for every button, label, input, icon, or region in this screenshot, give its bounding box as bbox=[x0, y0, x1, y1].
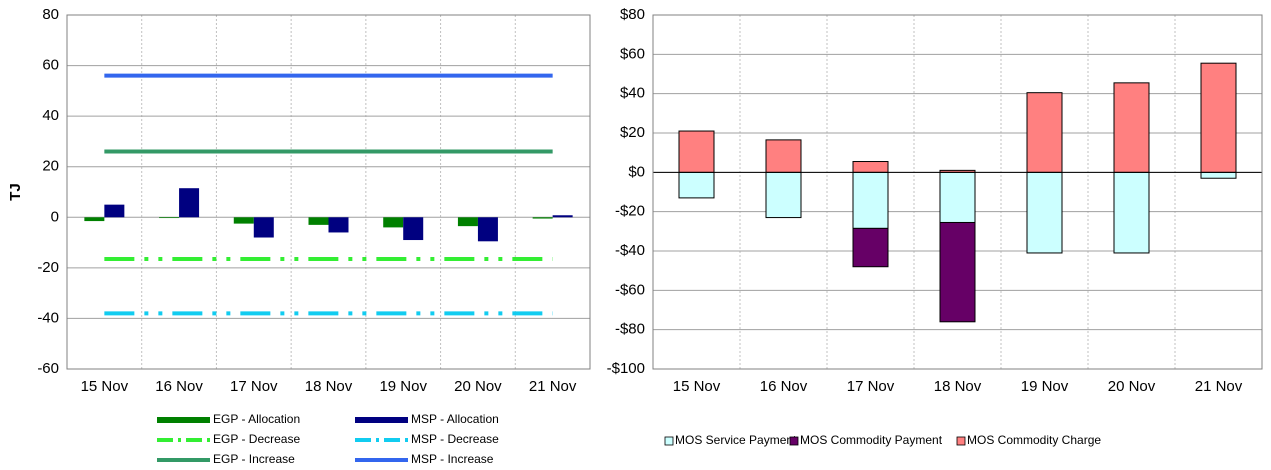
y-tick-label: -60 bbox=[37, 360, 59, 377]
x-tick-label: 15 Nov bbox=[81, 378, 129, 395]
bar-segment bbox=[1026, 92, 1063, 173]
legend-label: EGP - Allocation bbox=[213, 412, 300, 426]
x-tick-label: 19 Nov bbox=[379, 378, 427, 395]
y-tick-label: -40 bbox=[37, 309, 59, 326]
x-tick-label: 17 Nov bbox=[230, 378, 278, 395]
bar bbox=[104, 204, 125, 218]
bar bbox=[403, 217, 424, 241]
bar-segment bbox=[939, 171, 976, 223]
x-tick-label: 20 Nov bbox=[1108, 378, 1156, 395]
bar bbox=[84, 217, 105, 222]
legend-label: MSP - Allocation bbox=[411, 412, 499, 426]
y-tick-label: -$40 bbox=[615, 242, 645, 259]
bar-segment bbox=[852, 227, 889, 268]
legend-label: EGP - Decrease bbox=[213, 432, 300, 446]
legend-label: MSP - Increase bbox=[411, 452, 494, 466]
x-tick-label: 18 Nov bbox=[934, 378, 982, 395]
plot-border bbox=[66, 14, 591, 370]
bar bbox=[552, 215, 573, 218]
y-tick-label: 60 bbox=[42, 57, 59, 74]
bar bbox=[328, 217, 349, 233]
x-tick-label: 16 Nov bbox=[760, 378, 808, 395]
y-tick-label: 40 bbox=[42, 107, 59, 124]
bar-segment bbox=[765, 139, 802, 173]
y-axis-label: TJ bbox=[7, 183, 24, 201]
y-tick-label: -20 bbox=[37, 259, 59, 276]
bar bbox=[253, 217, 274, 238]
legend-label: MOS Service Payment bbox=[675, 433, 797, 447]
x-tick-label: 21 Nov bbox=[1195, 378, 1243, 395]
bar-segment bbox=[852, 171, 889, 229]
y-tick-label: -$20 bbox=[615, 203, 645, 220]
y-tick-label: 0 bbox=[51, 208, 59, 225]
bar-segment bbox=[678, 171, 715, 199]
legend-label: EGP - Increase bbox=[213, 452, 295, 466]
legend-swatch bbox=[664, 436, 674, 446]
bar-segment bbox=[939, 221, 976, 323]
bar bbox=[477, 217, 498, 242]
bar bbox=[532, 217, 553, 219]
y-tick-label: 80 bbox=[42, 6, 59, 23]
bar-segment bbox=[765, 171, 802, 219]
x-tick-label: 16 Nov bbox=[155, 378, 203, 395]
bar bbox=[383, 217, 404, 228]
bar bbox=[457, 217, 478, 227]
legend-label: MOS Commodity Charge bbox=[967, 433, 1101, 447]
y-tick-label: 20 bbox=[42, 158, 59, 175]
y-tick-label: $40 bbox=[620, 85, 645, 102]
y-tick-label: -$100 bbox=[607, 360, 645, 377]
bar bbox=[308, 217, 329, 225]
x-tick-label: 20 Nov bbox=[454, 378, 502, 395]
bar-segment bbox=[852, 161, 889, 173]
bar-segment bbox=[1026, 171, 1063, 254]
bar bbox=[179, 188, 200, 218]
x-tick-label: 15 Nov bbox=[673, 378, 721, 395]
x-tick-label: 21 Nov bbox=[529, 378, 577, 395]
bar-segment bbox=[1113, 171, 1150, 254]
bar-segment bbox=[1200, 62, 1237, 173]
legend-swatch bbox=[789, 436, 799, 446]
x-tick-label: 17 Nov bbox=[847, 378, 895, 395]
y-tick-label: -$80 bbox=[615, 321, 645, 338]
x-tick-label: 19 Nov bbox=[1021, 378, 1069, 395]
legend-label: MSP - Decrease bbox=[411, 432, 499, 446]
y-tick-label: $80 bbox=[620, 6, 645, 23]
y-tick-label: $60 bbox=[620, 45, 645, 62]
bar-segment bbox=[678, 130, 715, 173]
legend-swatch bbox=[956, 436, 966, 446]
y-tick-label: $20 bbox=[620, 124, 645, 141]
bar-segment bbox=[1200, 171, 1237, 179]
legend-label: MOS Commodity Payment bbox=[800, 433, 943, 447]
bar-segment bbox=[1113, 82, 1150, 173]
x-tick-label: 18 Nov bbox=[305, 378, 353, 395]
legend-swatch bbox=[355, 417, 408, 423]
legend-swatch bbox=[157, 417, 210, 423]
plot-border bbox=[652, 14, 1263, 370]
bar bbox=[233, 217, 254, 224]
y-tick-label: -$60 bbox=[615, 281, 645, 298]
plot-area bbox=[67, 15, 590, 369]
y-tick-label: $0 bbox=[628, 163, 645, 180]
bar bbox=[159, 217, 180, 219]
